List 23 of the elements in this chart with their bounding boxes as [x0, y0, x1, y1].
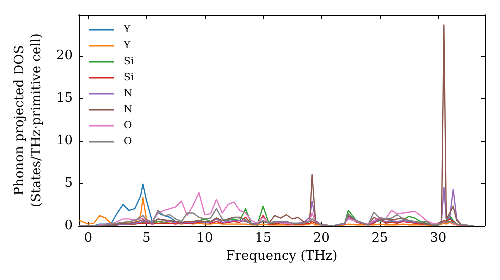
legend-label: N	[124, 104, 133, 116]
legend-label: N	[124, 88, 133, 100]
x-tick-label: 0	[84, 231, 92, 246]
legend-label: O	[124, 136, 132, 148]
y-tick-label: 20	[56, 48, 73, 64]
x-tick-label: 25	[372, 231, 388, 246]
legend-label: Si	[124, 56, 134, 68]
legend-label: Y	[123, 40, 131, 52]
x-tick-label: 15	[255, 231, 272, 246]
y-tick-label: 0	[64, 218, 73, 234]
x-tick-label: 5	[142, 231, 151, 246]
y-axis-title: Phonon projected DOS (States/THz·primitive cell)	[12, 33, 45, 208]
y-tick-label: 10	[56, 133, 73, 148]
x-axis-title: Frequency (THz)	[226, 249, 338, 264]
x-tick-label: 20	[313, 231, 330, 246]
x-tick-label: 10	[196, 231, 214, 246]
legend-label: Si	[124, 72, 134, 84]
line-series	[80, 208, 474, 227]
y-tick-label: 15	[56, 90, 73, 106]
y-tick-label: 5	[64, 176, 73, 191]
legend-label: O	[124, 120, 132, 132]
x-tick-label: 30	[430, 231, 447, 246]
legend-label: Y	[123, 24, 131, 36]
